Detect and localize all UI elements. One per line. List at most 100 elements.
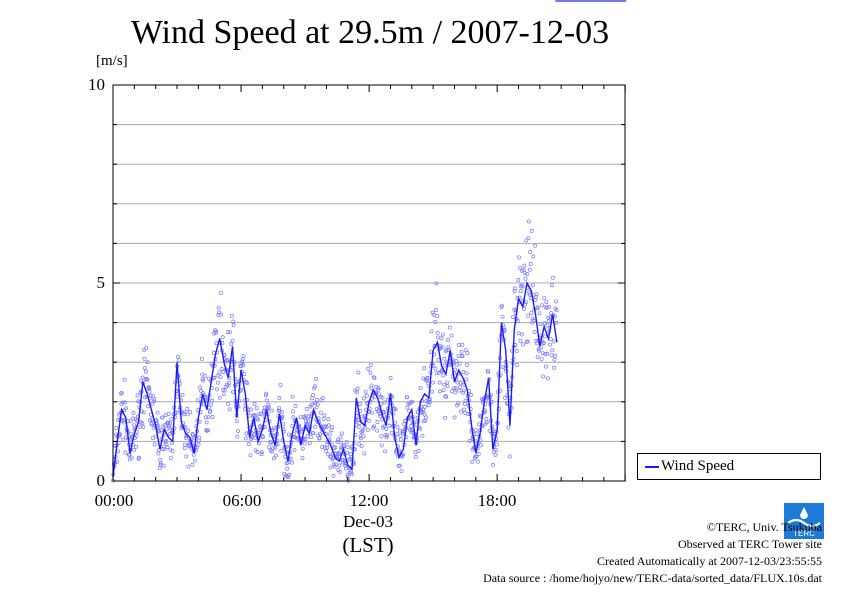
- data-point: [209, 402, 213, 407]
- data-point: [362, 451, 367, 456]
- data-point: [424, 378, 429, 383]
- data-point: [260, 435, 265, 440]
- data-point: [519, 282, 524, 287]
- data-point: [219, 312, 224, 317]
- data-point: [167, 425, 172, 430]
- data-point: [307, 414, 311, 419]
- data-point: [539, 357, 544, 362]
- data-point: [367, 418, 371, 423]
- data-point: [383, 449, 388, 454]
- data-point: [447, 325, 452, 330]
- data-point: [382, 424, 387, 429]
- data-point: [121, 438, 126, 442]
- data-point: [331, 462, 336, 467]
- data-point: [330, 425, 335, 430]
- data-point: [188, 410, 193, 415]
- data-point: [304, 419, 309, 424]
- data-point: [529, 310, 534, 315]
- data-point: [422, 412, 427, 417]
- data-point: [622, 0, 627, 2]
- data-point: [527, 292, 532, 297]
- data-point: [364, 393, 369, 398]
- data-point: [397, 463, 402, 468]
- data-point: [192, 458, 197, 463]
- data-point: [136, 399, 141, 404]
- data-point: [331, 473, 336, 478]
- data-point: [541, 340, 546, 345]
- data-point: [409, 428, 414, 432]
- data-point: [280, 414, 285, 419]
- data-point: [452, 415, 457, 420]
- data-point: [161, 463, 166, 468]
- data-point: [363, 389, 368, 394]
- data-points: [111, 0, 627, 483]
- data-point: [122, 420, 126, 425]
- data-point: [170, 448, 175, 453]
- data-point: [266, 404, 271, 409]
- data-point: [368, 370, 373, 375]
- data-point: [226, 401, 231, 406]
- data-point: [456, 401, 461, 406]
- wind-speed-line: [112, 280, 558, 478]
- data-point: [413, 454, 418, 459]
- data-point: [185, 406, 190, 411]
- data-point: [162, 447, 167, 452]
- data-point: [522, 306, 527, 311]
- x-tick-label: 00:00: [94, 491, 134, 510]
- axis-ticks: [112, 84, 626, 482]
- data-point: [376, 387, 381, 392]
- data-point: [474, 432, 479, 437]
- data-point: [146, 385, 151, 390]
- data-point: [312, 386, 317, 391]
- data-point: [208, 409, 213, 414]
- data-point: [453, 386, 458, 391]
- data-point: [315, 397, 320, 402]
- data-point: [134, 444, 138, 449]
- data-point: [441, 373, 446, 378]
- grid-lines: [113, 124, 625, 442]
- data-point: [407, 401, 412, 406]
- data-point: [289, 460, 294, 465]
- data-point: [195, 398, 200, 402]
- data-point: [227, 407, 232, 412]
- data-point: [298, 415, 303, 420]
- data-point: [401, 431, 405, 436]
- data-point: [259, 450, 264, 455]
- data-point: [141, 410, 146, 415]
- data-point: [409, 424, 414, 428]
- data-point: [236, 429, 241, 433]
- data-point: [476, 451, 481, 456]
- data-point: [533, 243, 537, 248]
- data-point: [278, 382, 283, 387]
- data-point: [544, 305, 549, 310]
- data-point: [226, 380, 231, 385]
- data-point: [509, 406, 514, 410]
- data-point: [129, 455, 134, 460]
- data-point: [528, 250, 533, 254]
- data-point: [445, 380, 450, 385]
- data-point: [326, 417, 331, 422]
- data-point: [431, 312, 436, 317]
- data-point: [457, 388, 462, 393]
- data-point: [548, 337, 553, 342]
- data-point: [421, 407, 426, 412]
- data-point: [328, 465, 333, 470]
- data-point: [312, 384, 317, 389]
- data-point: [287, 472, 292, 477]
- data-point: [176, 358, 181, 362]
- data-point: [216, 380, 220, 385]
- data-point: [518, 338, 523, 343]
- data-point: [462, 407, 467, 412]
- data-point: [169, 417, 174, 422]
- data-point: [204, 420, 209, 425]
- data-point: [242, 372, 247, 377]
- data-point: [175, 394, 180, 399]
- data-point: [311, 393, 315, 398]
- data-point: [145, 377, 150, 382]
- data-point: [467, 438, 472, 443]
- data-point: [252, 402, 257, 406]
- data-point: [357, 402, 362, 407]
- data-point: [126, 453, 131, 457]
- data-point: [290, 394, 295, 399]
- data-point: [141, 424, 146, 429]
